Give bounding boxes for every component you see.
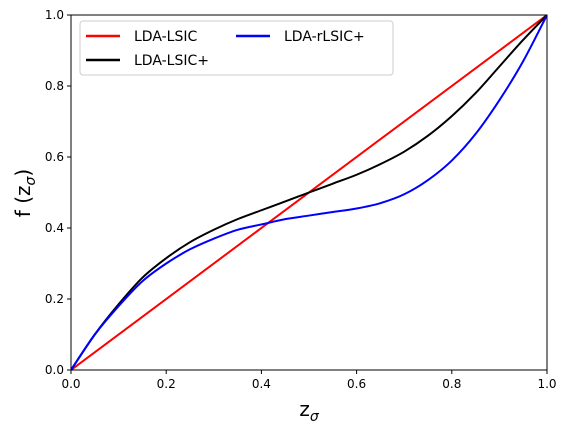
y-tick-label: 0.6 — [45, 150, 64, 164]
y-tick-label: 0.4 — [45, 221, 64, 235]
plot-area — [70, 14, 548, 371]
y-axis-label: f (zσ) — [11, 169, 39, 217]
x-tick-label: 1.0 — [537, 377, 556, 391]
x-tick-label: 0.4 — [252, 377, 271, 391]
y-axis-label-suffix: ) — [11, 169, 35, 177]
x-tick-label: 0.6 — [347, 377, 366, 391]
x-axis-label: zσ — [299, 397, 320, 422]
legend-label: LDA-LSIC+ — [134, 53, 209, 69]
y-tick-label: 1.0 — [45, 8, 64, 22]
legend-box — [79, 20, 394, 76]
legend-label: LDA-rLSIC+ — [284, 29, 365, 45]
legend-label: LDA-LSIC — [134, 29, 197, 45]
axis-ticks: 0.0 0.2 0.4 0.6 0.8 1.0 0.0 0.2 0.4 0.6 0.8 1.0 — [45, 8, 557, 391]
y-axis-label-prefix: f (z — [11, 185, 35, 217]
plot-frame — [70, 14, 548, 371]
y-tick-label: 0.0 — [45, 363, 64, 377]
series-line-lda-rlsic- — [71, 15, 547, 370]
series-line-lda-lsic- — [71, 15, 547, 370]
y-axis-label-subscript: σ — [23, 175, 39, 185]
series-lines — [71, 15, 547, 370]
x-tick-label: 0.2 — [157, 377, 176, 391]
x-tick-label: 0.8 — [442, 377, 461, 391]
legend-item-lda-lsic-: LDA-LSIC+ — [86, 53, 209, 69]
y-tick-label: 0.2 — [45, 292, 64, 306]
x-axis-label-subscript: σ — [310, 409, 320, 422]
axis-labels: zσ f (zσ) — [11, 169, 320, 425]
legend-item-lda-lsic: LDA-LSIC — [86, 29, 197, 45]
x-tick-label: 0.0 — [61, 377, 80, 391]
legend: LDA-LSIC LDA-LSIC+ LDA-rLSIC+ — [79, 20, 394, 76]
x-axis-label-base: z — [299, 397, 310, 421]
legend-item-lda-rlsic-: LDA-rLSIC+ — [236, 29, 365, 45]
y-tick-label: 0.8 — [45, 79, 64, 93]
